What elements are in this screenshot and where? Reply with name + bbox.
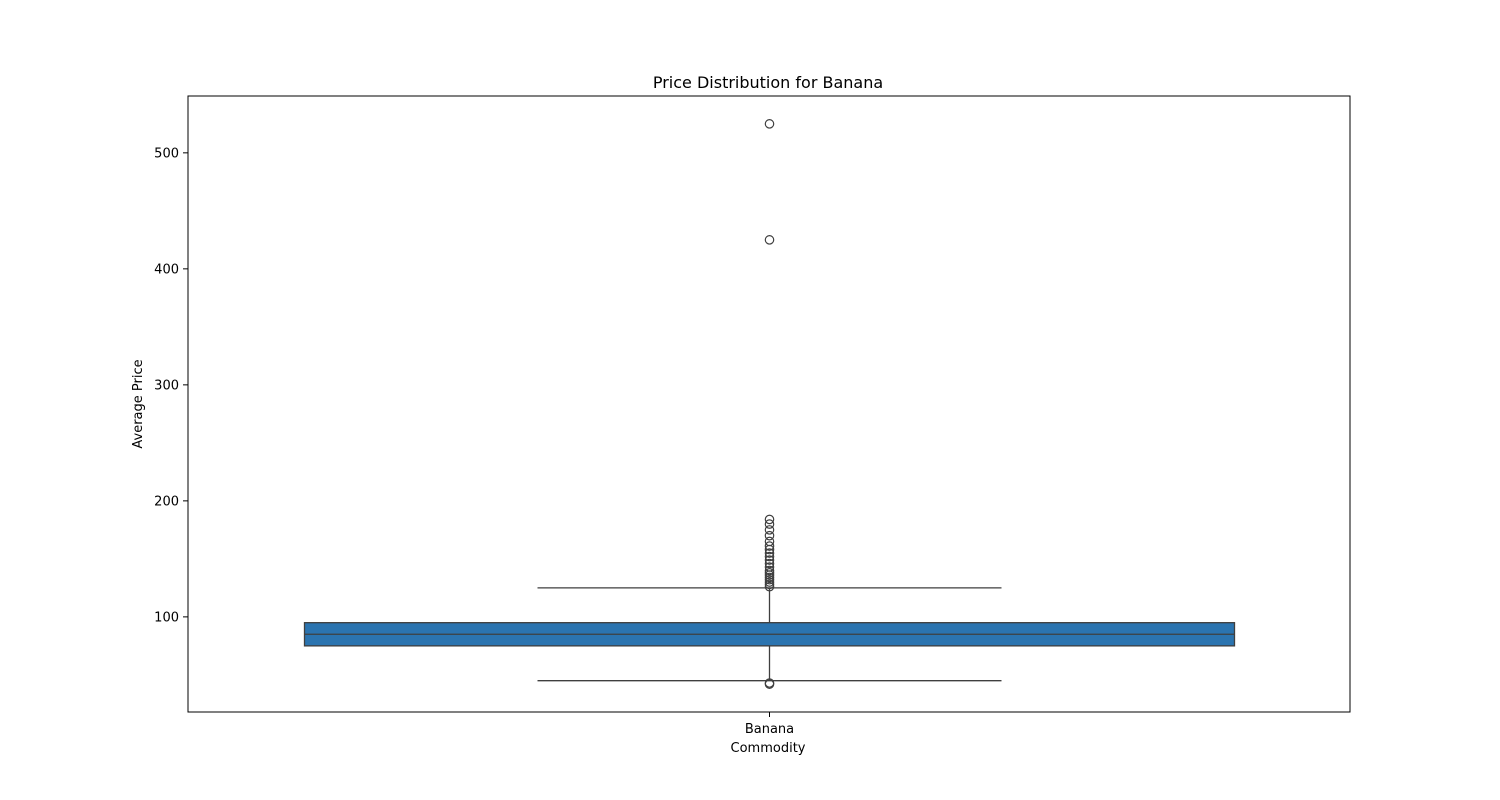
x-axis-label: Commodity <box>731 741 806 756</box>
y-tick-label: 100 <box>154 610 179 625</box>
chart-title: Price Distribution for Banana <box>653 73 883 92</box>
y-tick-label: 300 <box>154 378 179 393</box>
outlier-point <box>764 555 775 565</box>
outlier-point <box>764 678 775 688</box>
x-tick-label: Banana <box>745 722 794 737</box>
outlier-point <box>764 562 775 572</box>
outlier-point <box>764 551 775 562</box>
outlier-point <box>764 536 775 547</box>
y-axis-label: Average Price <box>131 359 146 448</box>
outlier-point <box>764 565 775 576</box>
outlier-point <box>764 119 775 129</box>
outlier-point <box>764 558 775 569</box>
outlier-point <box>764 235 775 245</box>
outlier-point <box>764 541 775 551</box>
y-tick-label: 500 <box>154 146 179 161</box>
outlier-point <box>764 525 775 535</box>
y-tick-label: 200 <box>154 494 179 509</box>
x-axis: Banana <box>745 712 794 737</box>
outlier-point <box>764 548 775 558</box>
outlier-point <box>764 530 775 541</box>
y-tick-label: 400 <box>154 262 179 277</box>
box-series <box>303 119 1236 689</box>
outlier-point <box>764 519 775 529</box>
y-axis: 100 200 300 400 500 <box>154 146 188 625</box>
outlier-point <box>764 514 775 525</box>
